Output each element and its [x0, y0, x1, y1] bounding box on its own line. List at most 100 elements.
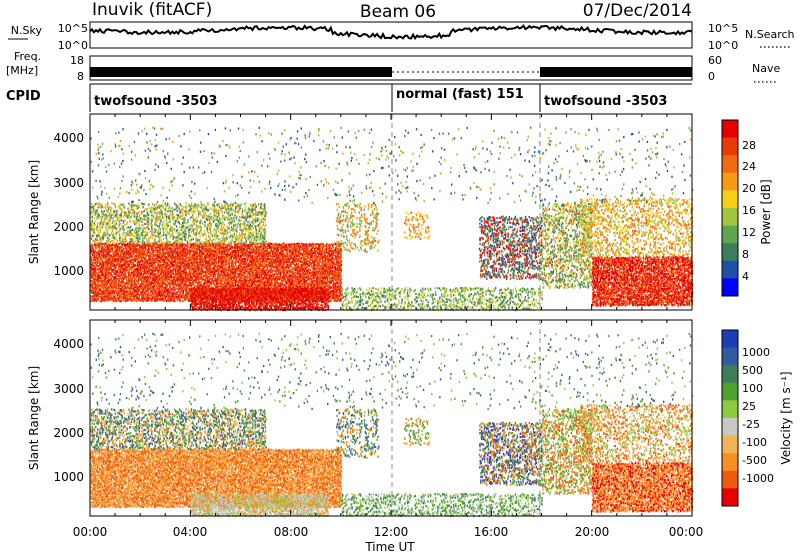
data-cell — [195, 276, 196, 278]
data-cell — [220, 266, 221, 268]
data-cell — [110, 257, 111, 259]
data-cell — [123, 278, 124, 280]
data-cell — [130, 244, 131, 246]
data-cell — [172, 297, 173, 299]
data-cell — [186, 263, 187, 265]
data-cell — [181, 294, 182, 296]
cpid-segment-3: twofsound -3503 — [544, 94, 667, 109]
data-cell — [190, 269, 191, 271]
data-cell — [183, 276, 184, 278]
data-cell — [157, 246, 158, 248]
data-cell — [95, 281, 96, 283]
freq-tick-top: 18 — [70, 54, 84, 67]
data-cell — [174, 276, 175, 278]
data-cell — [215, 276, 216, 278]
data-cell — [100, 291, 101, 293]
data-cell — [173, 283, 174, 285]
data-cell — [93, 248, 94, 250]
data-cell — [148, 251, 149, 253]
data-cell — [91, 250, 92, 252]
data-cell — [140, 248, 141, 250]
data-cell — [207, 278, 208, 280]
nsearch-label: N.Search — [745, 28, 795, 41]
data-cell — [149, 268, 150, 270]
data-cell — [102, 260, 103, 262]
data-cell — [166, 276, 167, 278]
data-cell — [187, 246, 188, 248]
data-cell — [147, 262, 148, 264]
data-cell — [131, 254, 132, 256]
data-cell — [116, 252, 117, 254]
data-cell — [162, 276, 163, 278]
data-cell — [156, 288, 157, 290]
data-cell — [186, 281, 187, 283]
data-cell — [188, 287, 189, 289]
data-cell — [119, 281, 120, 283]
freq-row: Freq. [MHz] 18 8 60 0 Nave — [6, 50, 780, 83]
data-cell — [182, 300, 183, 302]
data-cell — [193, 268, 194, 270]
data-cell — [136, 284, 137, 286]
data-cell — [213, 274, 214, 276]
data-cell — [189, 257, 190, 259]
data-cell — [117, 245, 118, 247]
data-cell — [121, 299, 122, 301]
data-cell — [114, 272, 115, 274]
data-cell — [177, 250, 178, 252]
data-cell — [128, 245, 129, 247]
data-cell — [103, 281, 104, 283]
data-cell — [212, 263, 213, 265]
data-cell — [186, 272, 187, 274]
data-cell — [164, 282, 165, 284]
data-cell — [97, 295, 98, 297]
data-cell — [131, 284, 132, 286]
data-cell — [200, 250, 201, 252]
data-cell — [124, 244, 125, 246]
data-cell — [102, 246, 103, 248]
data-cell — [171, 257, 172, 259]
data-cell — [220, 274, 221, 276]
data-cell — [90, 255, 91, 257]
data-cell — [206, 245, 207, 247]
data-cell — [98, 243, 99, 245]
data-cell — [207, 284, 208, 286]
data-cell — [160, 254, 161, 256]
data-cell — [118, 287, 119, 289]
data-cell — [139, 295, 140, 297]
noise-frame — [90, 22, 692, 48]
data-cell — [176, 293, 177, 295]
data-cell — [213, 254, 214, 256]
data-cell — [137, 245, 138, 247]
data-cell — [209, 280, 210, 282]
data-cell — [139, 263, 140, 265]
data-cell — [203, 282, 204, 284]
data-cell — [171, 251, 172, 253]
data-cell — [114, 264, 115, 266]
data-cell — [140, 285, 141, 287]
data-cell — [222, 253, 223, 255]
data-cell — [113, 252, 114, 254]
data-cell — [143, 300, 144, 302]
data-cell — [147, 287, 148, 289]
data-cell — [178, 276, 179, 278]
data-cell — [148, 291, 149, 293]
data-cell — [115, 290, 116, 292]
data-cell — [207, 271, 208, 273]
data-cell — [118, 253, 119, 255]
data-cell — [200, 281, 201, 283]
data-cell — [194, 254, 195, 256]
data-cell — [106, 252, 107, 254]
data-cell — [163, 300, 164, 302]
data-cell — [127, 266, 128, 268]
data-cell — [107, 264, 108, 266]
data-cell — [191, 258, 192, 260]
data-cell — [217, 275, 218, 277]
data-cell — [193, 275, 194, 277]
data-cell — [157, 252, 158, 254]
data-cell — [186, 269, 187, 271]
data-cell — [107, 280, 108, 282]
data-cell — [98, 298, 99, 300]
data-cell — [141, 250, 142, 252]
data-cell — [102, 270, 103, 272]
data-cell — [176, 264, 177, 266]
